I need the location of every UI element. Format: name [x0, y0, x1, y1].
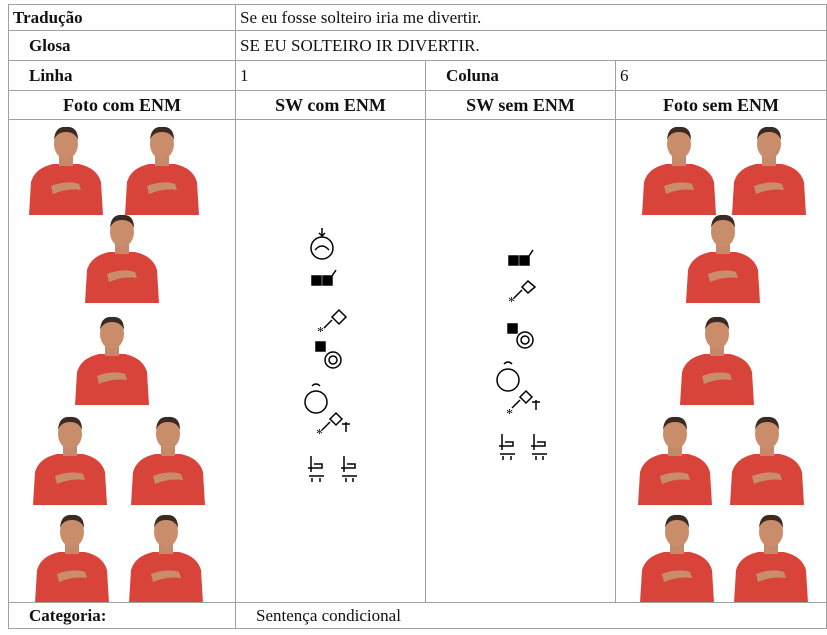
photo [640, 514, 714, 602]
image-row: * * * * [8, 119, 827, 603]
signwriting: * * [496, 249, 547, 460]
text: SE EU SOLTEIRO IR DIVERTIR. [234, 30, 827, 61]
text: Sentença condicional [234, 602, 827, 629]
photo [75, 316, 149, 405]
photo [638, 416, 712, 505]
photo [686, 214, 760, 303]
photo [35, 514, 109, 602]
signwriting-cell: * * [425, 119, 616, 603]
header: SW com ENM [235, 90, 426, 120]
row: Glosa SE EU SOLTEIRO IR DIVERTIR. [8, 30, 827, 61]
photo [734, 514, 808, 602]
photo [85, 214, 159, 303]
photos [638, 126, 808, 602]
glyph [507, 323, 518, 334]
header: SW sem ENM [425, 90, 616, 120]
glyph [315, 341, 326, 352]
glyph [508, 255, 519, 266]
glyph [311, 275, 322, 286]
row: Categoria: Sentença condicional [8, 602, 827, 629]
label: Linha [8, 60, 236, 91]
svg-text:*: * [317, 325, 324, 340]
value: 1 [235, 60, 426, 91]
photo [29, 126, 103, 215]
header: Foto com ENM [8, 90, 236, 120]
signwriting: * * [304, 228, 357, 482]
sign-table: Tradução Se eu fosse solteiro iria me di… [8, 4, 827, 629]
photo-cell [614, 119, 827, 603]
svg-text:*: * [316, 427, 323, 442]
value: 6 [614, 60, 827, 91]
photo [131, 416, 205, 505]
text: Se eu fosse solteiro iria me divertir. [234, 4, 827, 31]
header: Foto sem ENM [614, 90, 827, 120]
photos [29, 126, 205, 602]
photo [33, 416, 107, 505]
header-row: Foto com ENM SW com ENM SW sem ENM Foto … [8, 90, 827, 120]
photo [730, 416, 804, 505]
label: Tradução [8, 4, 236, 31]
photo [129, 514, 203, 602]
photo [680, 316, 754, 405]
row: Linha 1 Coluna 6 [8, 60, 827, 91]
label: Coluna [425, 60, 616, 91]
photo-cell [8, 119, 236, 603]
row: Tradução Se eu fosse solteiro iria me di… [8, 4, 827, 31]
svg-text:*: * [506, 407, 513, 422]
photo [125, 126, 199, 215]
photo [732, 126, 806, 215]
label: Glosa [8, 30, 236, 61]
signwriting-cell: * * [235, 119, 426, 603]
svg-text:*: * [508, 295, 515, 310]
label: Categoria: [8, 602, 236, 629]
photo [642, 126, 716, 215]
